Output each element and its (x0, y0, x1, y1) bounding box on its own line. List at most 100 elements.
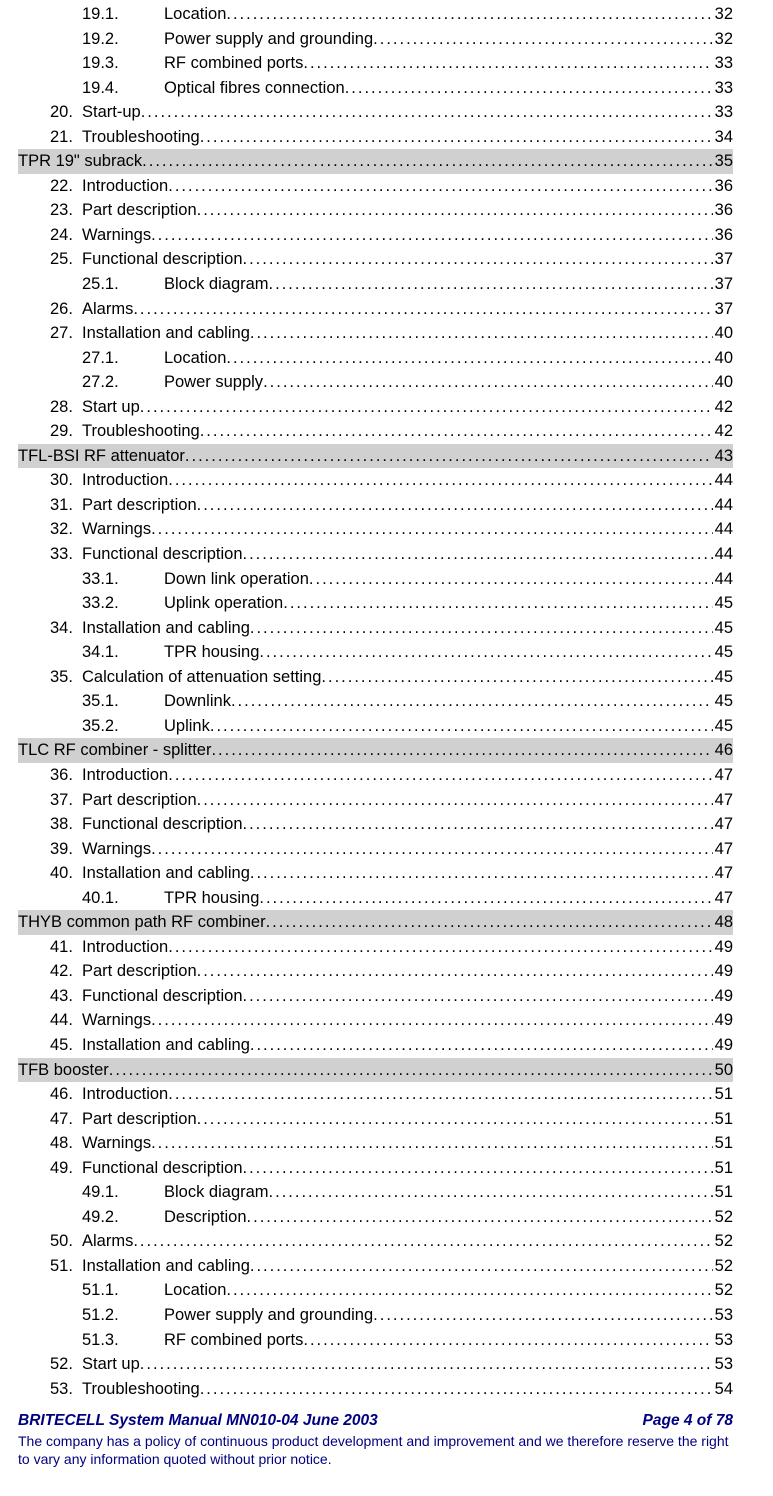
toc-entry[interactable]: 25.Functional description37 (18, 247, 733, 272)
toc-leader-dots (259, 640, 712, 665)
toc-entry[interactable]: 51.2.Power supply and grounding53 (18, 1303, 733, 1328)
toc-entry[interactable]: 27.Installation and cabling40 (18, 321, 733, 346)
toc-entry-number: 51. (50, 1254, 82, 1279)
toc-entry[interactable]: 24.Warnings36 (18, 223, 733, 248)
toc-entry[interactable]: 44.Warnings49 (18, 1008, 733, 1033)
toc-entry[interactable]: 34.Installation and cabling45 (18, 616, 733, 641)
toc-entry-page: 33 (713, 51, 733, 76)
toc-entry[interactable]: 32.Warnings44 (18, 517, 733, 542)
toc-entry[interactable]: 49.2.Description52 (18, 1205, 733, 1230)
toc-leader-dots (133, 297, 712, 322)
toc-entry[interactable]: 50.Alarms52 (18, 1229, 733, 1254)
toc-leader-dots (263, 370, 713, 395)
toc-entry-title: Part description (82, 959, 197, 984)
toc-entry[interactable]: 47.Part description51 (18, 1107, 733, 1132)
toc-entry[interactable]: 52.Start up53 (18, 1352, 733, 1377)
toc-entry[interactable]: 51.3.RF combined ports53 (18, 1328, 733, 1353)
toc-entry-page: 49 (713, 1008, 733, 1033)
toc-entry[interactable]: 53.Troubleshooting54 (18, 1377, 733, 1402)
toc-entry[interactable]: 23.Part description36 (18, 198, 733, 223)
toc-entry-title: Power supply and grounding (164, 1303, 373, 1328)
toc-entry[interactable]: 19.3.RF combined ports33 (18, 51, 733, 76)
toc-entry-page: 47 (713, 861, 733, 886)
toc-entry-number: 42. (50, 959, 82, 984)
toc-leader-dots (321, 665, 712, 690)
toc-entry[interactable]: 40.1.TPR housing47 (18, 886, 733, 911)
toc-entry[interactable]: 33.Functional description44 (18, 542, 733, 567)
toc-entry[interactable]: 42.Part description49 (18, 959, 733, 984)
toc-entry[interactable]: 51.Installation and cabling52 (18, 1254, 733, 1279)
toc-leader-dots (197, 493, 713, 518)
toc-entry[interactable]: 25.1.Block diagram37 (18, 272, 733, 297)
toc-entry[interactable]: 19.1.Location32 (18, 2, 733, 27)
toc-entry[interactable]: 29.Troubleshooting42 (18, 419, 733, 444)
toc-entry[interactable]: 30.Introduction44 (18, 468, 733, 493)
toc-entry[interactable]: 35.1.Downlink45 (18, 689, 733, 714)
toc-entry-page: 45 (713, 640, 733, 665)
toc-entry[interactable]: TPR 19" subrack35 (18, 149, 733, 174)
toc-entry[interactable]: 37.Part description47 (18, 788, 733, 813)
toc-entry-number: 20. (50, 100, 82, 125)
toc-entry[interactable]: 46.Introduction51 (18, 1082, 733, 1107)
toc-entry[interactable]: 36.Introduction47 (18, 763, 733, 788)
toc-entry[interactable]: 31.Part description44 (18, 493, 733, 518)
page-footer: BRITECELL System Manual MN010-04 June 20… (18, 1411, 733, 1468)
toc-entry-page: 37 (713, 247, 733, 272)
toc-entry-number: 40. (50, 861, 82, 886)
toc-entry[interactable]: 34.1.TPR housing45 (18, 640, 733, 665)
toc-entry-page: 47 (713, 886, 733, 911)
toc-entry-title: TPR housing (164, 886, 259, 911)
toc-entry-number: 29. (50, 419, 82, 444)
toc-entry[interactable]: 41.Introduction49 (18, 935, 733, 960)
toc-entry[interactable]: 27.2.Power supply40 (18, 370, 733, 395)
footer-page-number: Page 4 of 78 (643, 1411, 733, 1431)
toc-entry[interactable]: 43.Functional description49 (18, 984, 733, 1009)
toc-entry[interactable]: 26.Alarms37 (18, 297, 733, 322)
toc-leader-dots (151, 837, 713, 862)
toc-entry[interactable]: 22.Introduction36 (18, 174, 733, 199)
toc-entry[interactable]: 48.Warnings51 (18, 1131, 733, 1156)
toc-entry[interactable]: 21.Troubleshooting34 (18, 125, 733, 150)
toc-entry-number: 39. (50, 837, 82, 862)
toc-entry-title: Installation and cabling (82, 616, 250, 641)
toc-entry[interactable]: 38.Functional description47 (18, 812, 733, 837)
toc-leader-dots (151, 517, 713, 542)
toc-entry-title: Part description (82, 788, 197, 813)
toc-entry[interactable]: 39.Warnings47 (18, 837, 733, 862)
toc-entry[interactable]: TFB booster50 (18, 1058, 733, 1083)
toc-entry-page: 45 (713, 714, 733, 739)
footer-disclaimer: The company has a policy of continuous p… (18, 1432, 733, 1468)
toc-entry[interactable]: THYB common path RF combiner48 (18, 910, 733, 935)
toc-entry-number: 49.2. (82, 1205, 164, 1230)
toc-entry-number: 43. (50, 984, 82, 1009)
toc-entry-number: 51.2. (82, 1303, 164, 1328)
toc-entry[interactable]: 40.Installation and cabling47 (18, 861, 733, 886)
toc-leader-dots (303, 51, 712, 76)
toc-entry-page: 52 (713, 1205, 733, 1230)
toc-entry[interactable]: TLC RF combiner - splitter46 (18, 738, 733, 763)
toc-entry-page: 51 (713, 1107, 733, 1132)
toc-entry-number: 50. (50, 1229, 82, 1254)
toc-leader-dots (250, 1033, 713, 1058)
toc-entry[interactable]: 45.Installation and cabling49 (18, 1033, 733, 1058)
toc-entry[interactable]: TFL-BSI RF attenuator43 (18, 444, 733, 469)
toc-entry-page: 36 (713, 174, 733, 199)
toc-entry-title: Functional description (82, 1156, 243, 1181)
toc-entry-number: 25.1. (82, 272, 164, 297)
toc-entry-page: 34 (713, 125, 733, 150)
toc-entry[interactable]: 33.2.Uplink operation45 (18, 591, 733, 616)
toc-entry[interactable]: 49.1.Block diagram51 (18, 1180, 733, 1205)
toc-entry[interactable]: 49.Functional description51 (18, 1156, 733, 1181)
toc-entry[interactable]: 28.Start up42 (18, 395, 733, 420)
toc-entry[interactable]: 20.Start-up33 (18, 100, 733, 125)
toc-entry[interactable]: 27.1.Location40 (18, 346, 733, 371)
toc-entry-page: 52 (713, 1254, 733, 1279)
toc-entry[interactable]: 33.1.Down link operation44 (18, 567, 733, 592)
toc-leader-dots (140, 395, 713, 420)
toc-entry[interactable]: 19.4.Optical fibres connection33 (18, 76, 733, 101)
toc-entry[interactable]: 51.1.Location52 (18, 1278, 733, 1303)
toc-entry[interactable]: 35.Calculation of attenuation setting45 (18, 665, 733, 690)
toc-leader-dots (109, 1058, 713, 1083)
toc-entry[interactable]: 35.2.Uplink45 (18, 714, 733, 739)
toc-entry[interactable]: 19.2.Power supply and grounding32 (18, 27, 733, 52)
